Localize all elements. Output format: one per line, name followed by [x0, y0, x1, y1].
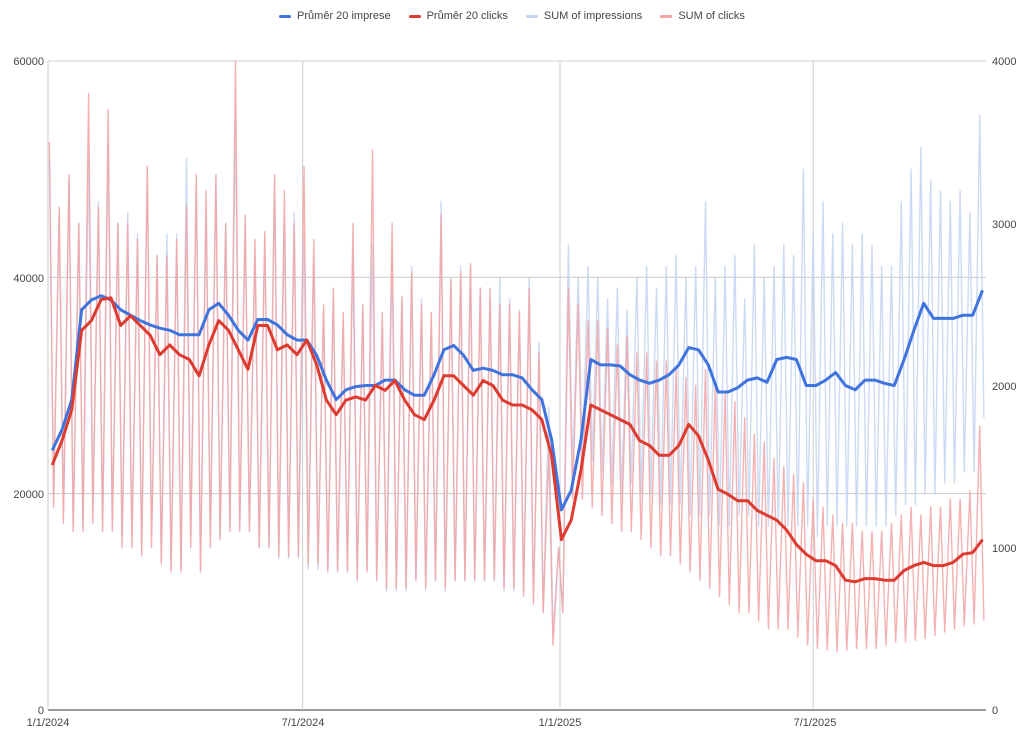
series-line-sum-of-clicks — [48, 60, 985, 653]
legend-swatch — [525, 14, 538, 18]
legend-item-sum-clicks[interactable]: SUM of clicks — [660, 10, 745, 22]
legend-label: Průměr 20 clicks — [426, 10, 508, 22]
x-tick: 1/1/2024 — [27, 717, 70, 729]
legend-label: Průměr 20 imprese — [297, 10, 391, 22]
y-right-tick: 4000 — [992, 56, 1016, 68]
y-left-tick: 40000 — [13, 273, 44, 285]
y-right-tick: 0 — [992, 705, 998, 717]
legend-swatch — [279, 14, 292, 18]
x-tick: 1/1/2025 — [539, 717, 582, 729]
legend-label: SUM of impressions — [543, 10, 643, 22]
x-tick: 7/1/2024 — [282, 717, 325, 729]
legend-swatch — [408, 14, 421, 18]
legend-swatch — [660, 14, 673, 18]
legend: Průměr 20 imprese Průměr 20 clicks SUM o… — [0, 10, 1024, 22]
series-line-pr-m-r-20-imprese — [50, 289, 984, 512]
y-left-tick: 60000 — [13, 56, 44, 68]
y-right-tick: 3000 — [992, 219, 1016, 231]
y-left-tick: 20000 — [13, 489, 44, 501]
series-layer — [48, 60, 985, 653]
y-left-tick: 0 — [38, 705, 44, 717]
legend-label: SUM of clicks — [678, 10, 745, 22]
y-right-tick: 1000 — [992, 543, 1016, 555]
series-line-pr-m-r-20-clicks — [50, 296, 984, 584]
legend-item-avg-clicks[interactable]: Průměr 20 clicks — [408, 10, 508, 22]
legend-item-sum-impressions[interactable]: SUM of impressions — [525, 10, 643, 22]
axes: 0 20000 40000 60000 0 1000 2000 3000 400… — [13, 56, 1016, 729]
legend-item-avg-impressions[interactable]: Průměr 20 imprese — [279, 10, 391, 22]
y-right-tick: 2000 — [992, 381, 1016, 393]
x-tick: 7/1/2025 — [794, 717, 837, 729]
